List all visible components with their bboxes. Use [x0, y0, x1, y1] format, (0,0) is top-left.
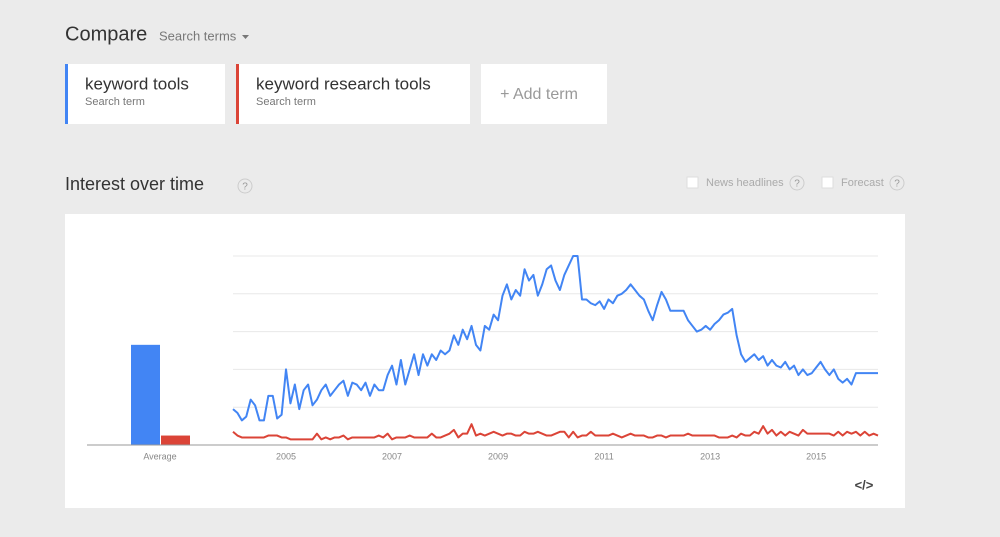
- add-term[interactable]: + Add term: [500, 86, 578, 103]
- section-title: Interest over time: [65, 174, 204, 194]
- checkbox[interactable]: [821, 176, 834, 189]
- term-color: [236, 64, 239, 124]
- term-label: keyword tools: [85, 74, 189, 93]
- option-label: Forecast: [841, 177, 884, 189]
- checkbox[interactable]: [686, 176, 699, 189]
- term-card[interactable]: [65, 64, 225, 124]
- search-terms-dropdown[interactable]: Search terms: [159, 28, 237, 43]
- bar: [161, 435, 190, 445]
- term-card[interactable]: [236, 64, 470, 124]
- term-sublabel: Search term: [256, 96, 316, 108]
- embed-button[interactable]: </>: [855, 477, 874, 492]
- x-tick-label: Average: [143, 451, 176, 461]
- add-term-card[interactable]: [481, 64, 607, 124]
- chart-panel: [65, 214, 905, 508]
- x-tick-label: 2015: [806, 451, 826, 461]
- help-text: ?: [242, 182, 248, 193]
- x-tick-label: 2009: [488, 451, 508, 461]
- x-tick-label: 2007: [382, 451, 402, 461]
- help-icon[interactable]: [889, 175, 905, 191]
- help-text: ?: [894, 179, 900, 190]
- dropdown-arrow: [242, 35, 249, 39]
- term-label: keyword research tools: [256, 74, 431, 93]
- term-sublabel: Search term: [85, 96, 145, 108]
- series-line: [232, 255, 878, 422]
- help-icon[interactable]: [789, 175, 805, 191]
- x-tick-label: 2013: [700, 451, 720, 461]
- x-tick-label: 2011: [594, 451, 613, 461]
- help-text: ?: [794, 179, 800, 190]
- compare-title: Compare: [65, 23, 147, 45]
- bar: [131, 344, 160, 445]
- option-label: News headlines: [706, 177, 784, 189]
- term-color: [65, 64, 68, 124]
- series-line: [232, 423, 879, 441]
- help-icon[interactable]: [237, 178, 253, 194]
- x-tick-label: 2005: [276, 451, 296, 461]
- plot: Average 2005 2007 2009 2011 2013 2015: [87, 255, 879, 461]
